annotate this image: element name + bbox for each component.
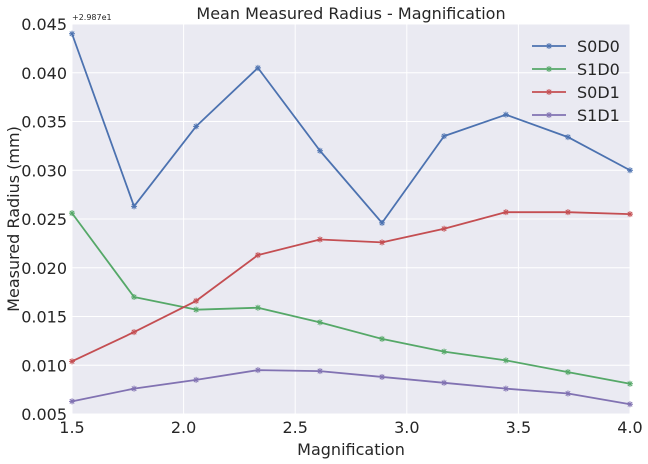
series-line	[71, 212, 631, 385]
data-point	[254, 304, 261, 311]
data-point	[502, 111, 509, 118]
data-point	[69, 30, 75, 37]
data-point	[193, 376, 200, 383]
y-tick-label: 0.005	[21, 405, 67, 424]
series-s1d1	[69, 367, 633, 408]
data-point	[564, 209, 571, 216]
data-point	[441, 225, 448, 232]
series-s0d0	[69, 30, 633, 226]
data-point	[316, 147, 323, 154]
legend-item-s1d0: S1D0	[532, 60, 620, 79]
data-point	[254, 64, 261, 71]
y-tick-label: 0.010	[21, 356, 67, 375]
data-point	[379, 373, 386, 380]
y-tick-label: 0.045	[21, 15, 67, 34]
legend-item-s0d0: S0D0	[532, 37, 620, 56]
series-lines	[69, 30, 633, 408]
y-offset-label: +2.987e1	[72, 13, 112, 22]
y-axis-label: Measured Radius (mm)	[4, 126, 23, 312]
data-point	[627, 167, 633, 174]
x-axis-label: Magnification	[297, 440, 405, 459]
data-point	[131, 294, 138, 300]
legend-marker	[546, 66, 552, 72]
legend-label: S0D1	[577, 83, 620, 102]
legend-label: S1D1	[577, 106, 620, 125]
data-point	[69, 210, 75, 217]
legend-item-s0d1: S0D1	[532, 83, 620, 102]
data-point	[627, 380, 633, 387]
data-point	[193, 297, 200, 304]
data-point	[502, 357, 509, 364]
y-tick-label: 0.035	[21, 113, 67, 132]
data-point	[131, 385, 138, 392]
data-point	[441, 379, 448, 386]
data-point	[379, 219, 386, 226]
data-point	[131, 203, 138, 210]
y-tick-label: 0.040	[21, 64, 67, 83]
legend-marker	[546, 43, 552, 49]
data-point	[564, 369, 571, 376]
data-point	[254, 367, 261, 374]
chart-title: Mean Measured Radius - Magnification	[196, 4, 505, 23]
y-tick-label: 0.025	[21, 210, 67, 229]
data-point	[254, 252, 261, 259]
series-line	[71, 369, 631, 406]
data-point	[379, 335, 386, 342]
data-point	[69, 398, 75, 405]
legend-label: S1D0	[577, 60, 620, 79]
legend-label: S0D0	[577, 37, 620, 56]
x-tick-label: 4.0	[617, 418, 642, 437]
data-point	[441, 133, 448, 140]
legend-marker	[546, 112, 552, 118]
x-tick-label: 1.5	[59, 418, 84, 437]
data-point	[502, 385, 509, 392]
data-point	[627, 401, 633, 408]
data-point	[316, 319, 323, 326]
data-point	[564, 390, 571, 397]
data-point	[131, 329, 138, 336]
x-tick-labels: 1.5 2.0 2.5 3.0 3.5 4.0	[59, 418, 642, 437]
series-line	[71, 33, 631, 224]
data-point	[564, 134, 571, 141]
data-point	[193, 306, 200, 313]
x-tick-label: 3.5	[506, 418, 531, 437]
data-point	[316, 236, 323, 243]
x-tick-label: 2.0	[171, 418, 196, 437]
legend: S0D0 S1D0 S0D1 S1D1	[532, 37, 620, 125]
legend-item-s1d1: S1D1	[532, 106, 620, 125]
data-point	[379, 239, 386, 246]
series-s1d0	[69, 210, 633, 387]
data-point	[316, 368, 323, 375]
data-point	[441, 348, 448, 355]
y-tick-label: 0.020	[21, 259, 67, 278]
y-tick-label: 0.030	[21, 161, 67, 180]
data-point	[502, 209, 509, 216]
y-tick-labels: 0.005 0.010 0.015 0.020 0.025 0.030 0.035 0.040…	[21, 15, 67, 424]
series-line	[71, 211, 631, 363]
data-point	[69, 358, 75, 365]
data-point	[627, 211, 633, 218]
data-point	[193, 123, 200, 130]
x-tick-label: 3.0	[394, 418, 419, 437]
y-tick-label: 0.015	[21, 308, 67, 327]
series-s0d1	[69, 209, 633, 365]
x-tick-label: 2.5	[282, 418, 307, 437]
legend-marker	[546, 89, 552, 95]
